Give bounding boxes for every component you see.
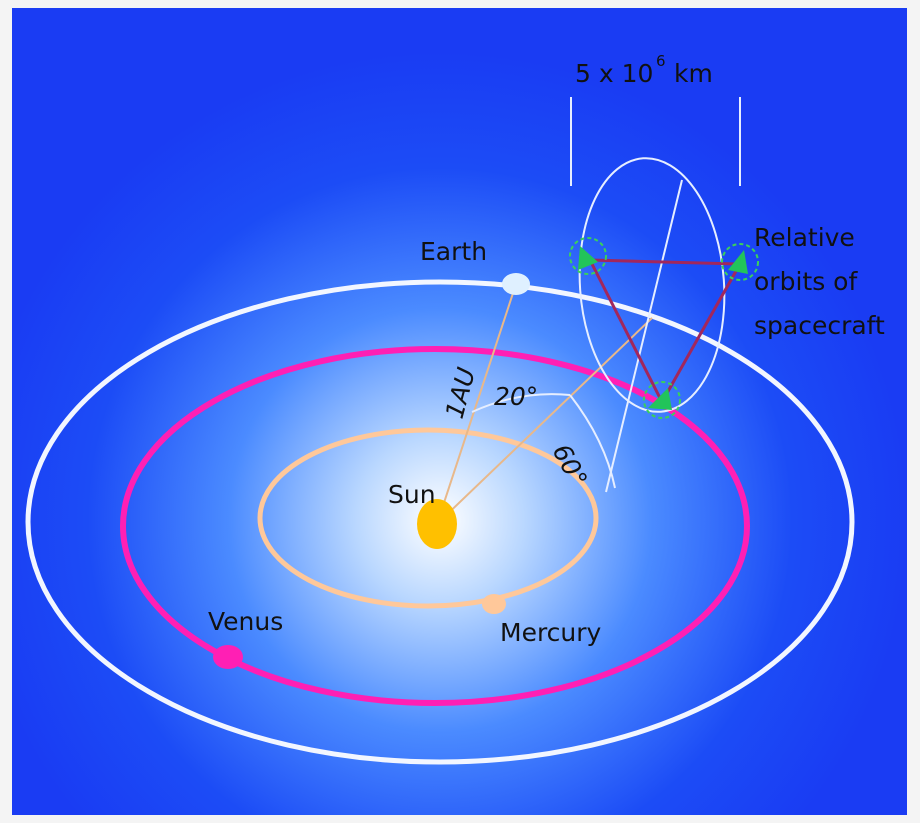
earth-line (436, 283, 517, 525)
sun-label: Sun (388, 480, 436, 509)
angle-label: 20° (494, 382, 538, 411)
mercury (482, 594, 506, 614)
venus-label: Venus (208, 607, 283, 636)
spacecraft (648, 388, 672, 410)
spacecraft-label: Relative (754, 223, 855, 252)
scale-unit: km (674, 59, 713, 88)
earth (502, 273, 530, 295)
mercury-orbit (257, 427, 599, 609)
spacecraft (578, 246, 598, 270)
constellation-orbit (578, 157, 726, 413)
background (12, 8, 907, 815)
venus (213, 645, 243, 669)
spacecraft-triangle (587, 258, 743, 406)
mercury-label: Mercury (500, 618, 602, 647)
plane-line (605, 179, 683, 493)
earth-orbit (25, 279, 855, 765)
spacecraft-line (436, 317, 653, 525)
venus-orbit (120, 346, 750, 706)
spacecraft (728, 250, 748, 274)
spacecraft-orbit (721, 243, 759, 281)
arc-20 (471, 393, 571, 413)
spacecraft-label: spacecraft (754, 311, 885, 340)
earth-label: Earth (420, 237, 487, 266)
sun (417, 499, 457, 549)
arc-60 (569, 394, 616, 489)
scale-exponent: 6 (656, 52, 666, 70)
spacecraft-orbit (643, 381, 681, 419)
scale-base: 5 x 10 (575, 59, 653, 88)
spacecraft-orbit (569, 237, 607, 275)
spacecraft-label: orbits of (754, 267, 858, 296)
